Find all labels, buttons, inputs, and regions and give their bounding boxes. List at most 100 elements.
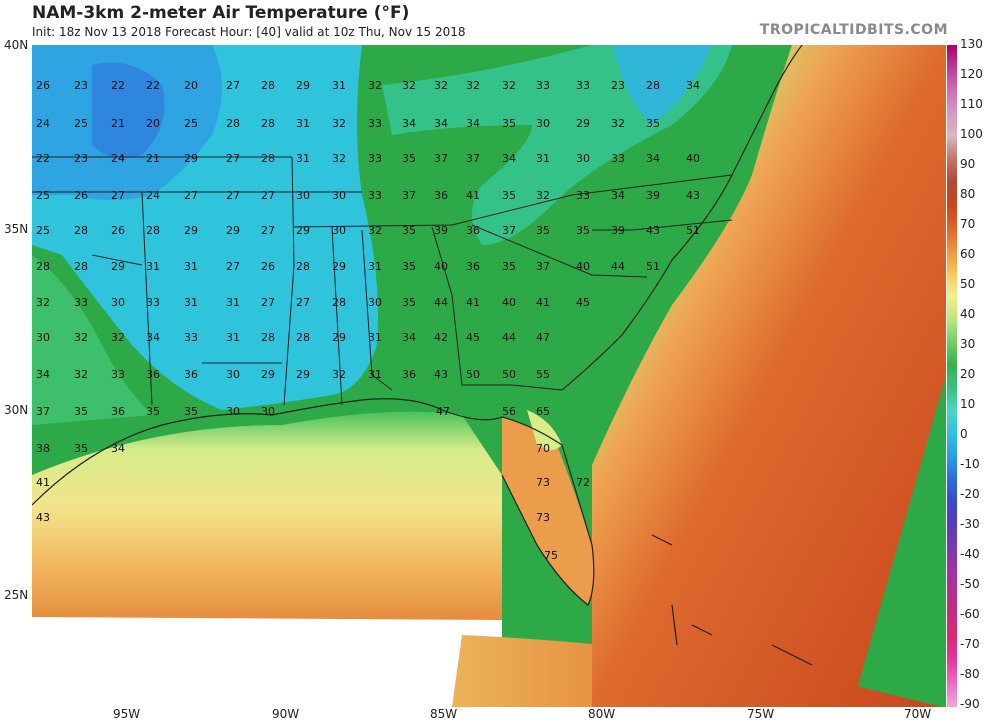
temperature-labels: 26 23 22 22 20 27 28 29 31 32 32 32 32 32 33 33 23 28 34 24… bbox=[36, 79, 700, 562]
temperature-value: 28 bbox=[74, 260, 88, 273]
temperature-value: 35 bbox=[74, 405, 88, 418]
temperature-value: 20 bbox=[184, 79, 198, 92]
temperature-value: 35 bbox=[502, 260, 516, 273]
temperature-value: 23 bbox=[74, 79, 88, 92]
temperature-value: 37 bbox=[36, 405, 50, 418]
texas-cool-green bbox=[32, 255, 152, 425]
temperature-value: 39 bbox=[646, 189, 660, 202]
map-subtitle: Init: 18z Nov 13 2018 Forecast Hour: [40… bbox=[32, 25, 466, 39]
lat-label-30n: 30N bbox=[4, 403, 29, 417]
outside-domain-southwest bbox=[32, 617, 502, 707]
temperature-value: 34 bbox=[686, 79, 700, 92]
colorbar-tick: 40 bbox=[960, 307, 976, 321]
temperature-value: 26 bbox=[36, 79, 50, 92]
temperature-value: 47 bbox=[536, 331, 550, 344]
colorbar-tick: 80 bbox=[960, 187, 976, 201]
colorbar-tick: -30 bbox=[960, 517, 980, 531]
temperature-value: 34 bbox=[402, 117, 416, 130]
colorbar-tick: 130 bbox=[960, 37, 983, 51]
temperature-value: 28 bbox=[332, 296, 346, 309]
temperature-value: 25 bbox=[36, 189, 50, 202]
temperature-value: 33 bbox=[111, 368, 125, 381]
temperature-value: 33 bbox=[368, 152, 382, 165]
temperature-value: 35 bbox=[502, 189, 516, 202]
temperature-value: 33 bbox=[146, 296, 160, 309]
florida-peninsula bbox=[502, 417, 594, 605]
atlantic-ocean bbox=[592, 45, 946, 707]
temperature-value: 35 bbox=[536, 224, 550, 237]
colorbar-tick: 0 bbox=[960, 427, 968, 441]
temperature-value: 27 bbox=[226, 79, 240, 92]
colorbar-tick: -90 bbox=[960, 697, 980, 711]
temperature-value: 24 bbox=[36, 117, 50, 130]
temperature-value: 27 bbox=[261, 296, 275, 309]
temperature-value: 36 bbox=[466, 260, 480, 273]
temperature-value: 30 bbox=[332, 189, 346, 202]
temperature-value: 29 bbox=[296, 79, 310, 92]
temperature-value: 32 bbox=[502, 79, 516, 92]
temperature-value: 44 bbox=[434, 296, 448, 309]
temperature-value: 36 bbox=[111, 405, 125, 418]
temperature-value: 31 bbox=[184, 260, 198, 273]
temperature-value: 30 bbox=[368, 296, 382, 309]
temperature-value: 43 bbox=[686, 189, 700, 202]
temperature-value: 41 bbox=[536, 296, 550, 309]
temperature-value: 30 bbox=[36, 331, 50, 344]
temperature-value: 34 bbox=[646, 152, 660, 165]
temperature-value: 35 bbox=[576, 224, 590, 237]
temperature-value: 29 bbox=[576, 117, 590, 130]
temperature-value: 41 bbox=[466, 296, 480, 309]
temperature-value: 55 bbox=[536, 368, 550, 381]
temperature-value: 29 bbox=[296, 224, 310, 237]
temperature-value: 28 bbox=[261, 331, 275, 344]
temperature-value: 25 bbox=[74, 117, 88, 130]
lat-label-40n: 40N bbox=[4, 38, 29, 52]
temperature-value: 31 bbox=[226, 296, 240, 309]
temperature-value: 26 bbox=[74, 189, 88, 202]
temperature-value: 35 bbox=[146, 405, 160, 418]
temperature-value: 28 bbox=[646, 79, 660, 92]
temperature-value: 23 bbox=[611, 79, 625, 92]
temperature-value: 32 bbox=[402, 79, 416, 92]
lon-label-80w: 80W bbox=[588, 707, 616, 721]
temperature-value: 35 bbox=[402, 152, 416, 165]
colorbar-tick: -10 bbox=[960, 457, 980, 471]
temperature-value: 43 bbox=[36, 511, 50, 524]
temperature-value: 27 bbox=[111, 189, 125, 202]
temperature-value: 29 bbox=[296, 368, 310, 381]
temperature-value: 24 bbox=[146, 189, 160, 202]
temperature-value: 30 bbox=[332, 224, 346, 237]
temperature-value: 35 bbox=[74, 442, 88, 455]
temperature-value: 44 bbox=[502, 331, 516, 344]
temperature-value: 70 bbox=[536, 442, 550, 455]
temperature-value: 31 bbox=[296, 152, 310, 165]
temperature-value: 31 bbox=[368, 260, 382, 273]
temperature-value: 56 bbox=[502, 405, 516, 418]
temperature-value: 27 bbox=[296, 296, 310, 309]
colorbar-tick: -40 bbox=[960, 547, 980, 561]
temperature-value: 29 bbox=[332, 260, 346, 273]
lat-label-35n: 35N bbox=[4, 222, 29, 236]
coastline bbox=[32, 45, 813, 666]
lon-label-95w: 95W bbox=[113, 707, 141, 721]
temperature-value: 36 bbox=[184, 368, 198, 381]
colorbar-tick: 110 bbox=[960, 97, 983, 111]
temperature-value: 33 bbox=[74, 296, 88, 309]
colorbar-tick: -20 bbox=[960, 487, 980, 501]
temperature-value: 34 bbox=[111, 442, 125, 455]
temperature-value: 30 bbox=[226, 368, 240, 381]
temperature-value: 31 bbox=[368, 331, 382, 344]
temperature-value: 28 bbox=[261, 152, 275, 165]
colorbar-tick: -60 bbox=[960, 607, 980, 621]
temperature-value: 50 bbox=[502, 368, 516, 381]
temperature-value: 39 bbox=[611, 224, 625, 237]
temperature-value: 28 bbox=[74, 224, 88, 237]
temperature-value: 27 bbox=[261, 189, 275, 202]
temperature-value: 38 bbox=[36, 442, 50, 455]
colorbar-tick: 30 bbox=[960, 337, 976, 351]
colorbar-tick: 50 bbox=[960, 277, 976, 291]
temperature-value: 27 bbox=[226, 189, 240, 202]
temperature-value: 32 bbox=[74, 331, 88, 344]
temperature-value: 27 bbox=[261, 224, 275, 237]
temperature-value: 41 bbox=[36, 476, 50, 489]
